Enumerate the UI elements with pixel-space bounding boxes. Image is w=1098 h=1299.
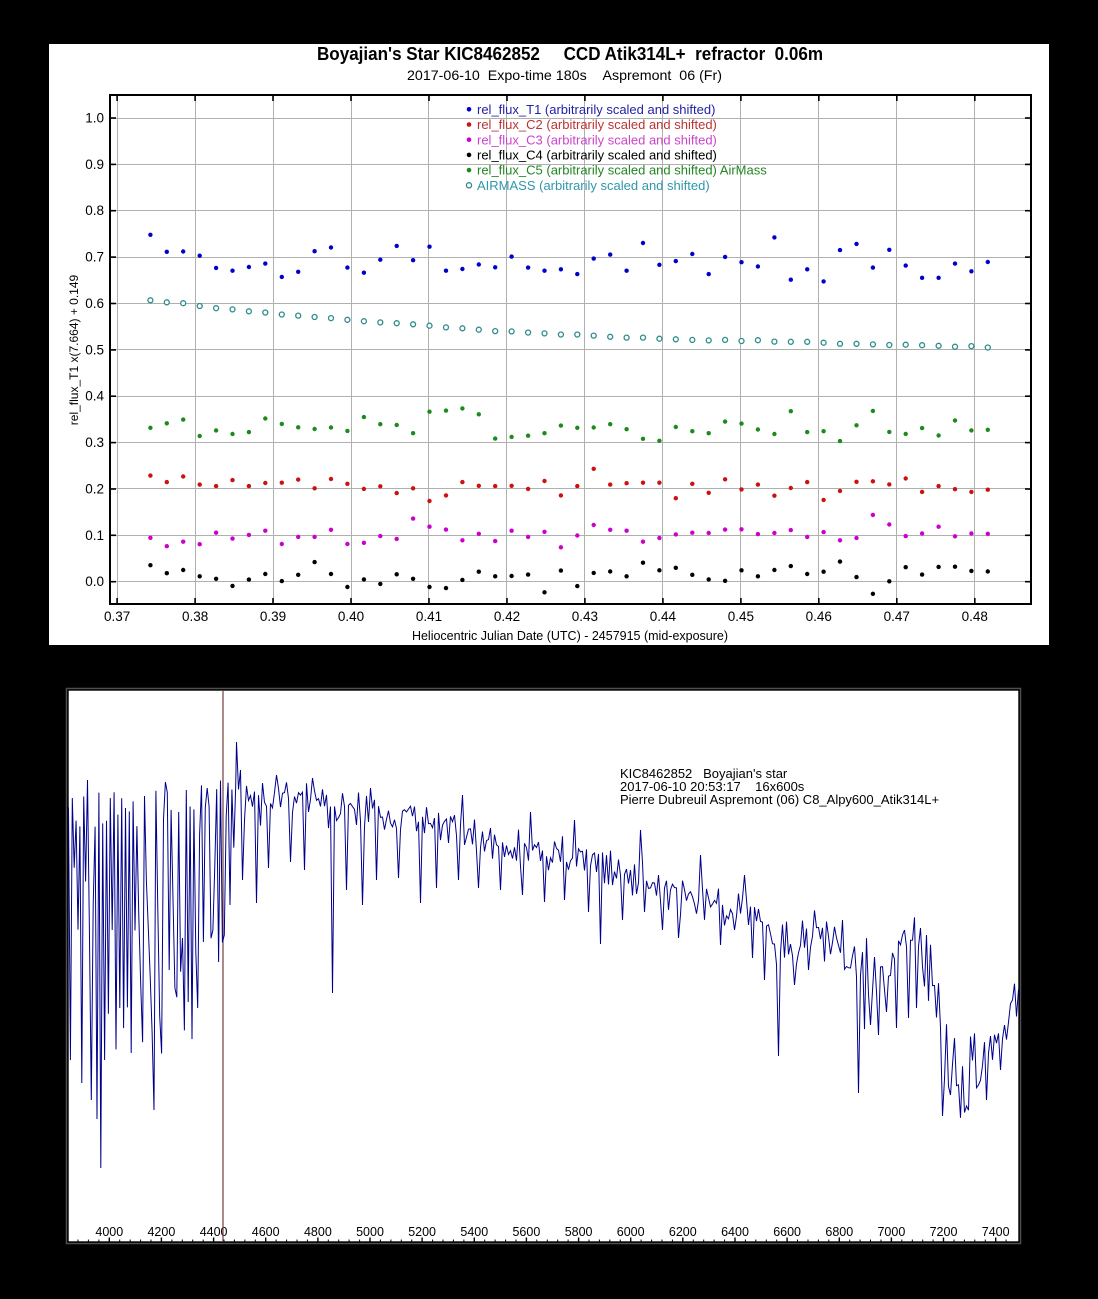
svg-text:0.47: 0.47 <box>884 609 910 624</box>
svg-text:0.2: 0.2 <box>85 482 104 497</box>
svg-text:1.0: 1.0 <box>85 111 104 126</box>
svg-text:7000: 7000 <box>877 1225 905 1239</box>
svg-text:rel_flux_C2 (arbitrarily scale: rel_flux_C2 (arbitrarily scaled and shif… <box>477 117 717 132</box>
svg-text:0.7: 0.7 <box>85 250 104 265</box>
svg-text:0.0: 0.0 <box>85 574 104 589</box>
svg-text:4000: 4000 <box>95 1225 123 1239</box>
svg-text:5800: 5800 <box>565 1225 593 1239</box>
svg-text:6600: 6600 <box>773 1225 801 1239</box>
svg-text:0.42: 0.42 <box>494 609 520 624</box>
svg-text:0.5: 0.5 <box>85 342 104 357</box>
svg-text:5000: 5000 <box>356 1225 384 1239</box>
svg-text:0.8: 0.8 <box>85 203 104 218</box>
svg-text:5200: 5200 <box>408 1225 436 1239</box>
svg-text:0.9: 0.9 <box>85 157 104 172</box>
svg-text:0.38: 0.38 <box>182 609 208 624</box>
svg-text:4200: 4200 <box>147 1225 175 1239</box>
svg-text:rel_flux_T1 (arbitrarily scale: rel_flux_T1 (arbitrarily scaled and shif… <box>477 102 715 117</box>
svg-text:7200: 7200 <box>930 1225 958 1239</box>
svg-text:KIC8462852 Boyajian's star: KIC8462852 Boyajian's star <box>620 766 788 781</box>
svg-text:Boyajian's Star KIC8462852: Boyajian's Star KIC8462852 CCD Atik314L+… <box>317 43 823 64</box>
svg-text:0.41: 0.41 <box>416 609 442 624</box>
svg-text:4800: 4800 <box>304 1225 332 1239</box>
svg-text:rel_flux_C5 (arbitrarily scale: rel_flux_C5 (arbitrarily scaled and shif… <box>477 163 767 178</box>
svg-text:6400: 6400 <box>721 1225 749 1239</box>
svg-text:7400: 7400 <box>982 1225 1010 1239</box>
svg-text:0.46: 0.46 <box>806 609 832 624</box>
svg-text:0.39: 0.39 <box>260 609 286 624</box>
svg-text:4600: 4600 <box>252 1225 280 1239</box>
svg-text:0.4: 0.4 <box>85 389 104 404</box>
svg-text:2017-06-10 Expo-time 180s: 2017-06-10 Expo-time 180s Aspremont 06 (… <box>407 67 722 83</box>
svg-text:Heliocentric Julian Date (UTC): Heliocentric Julian Date (UTC) - 2457915… <box>412 629 728 643</box>
svg-text:0.1: 0.1 <box>85 528 104 543</box>
svg-text:0.45: 0.45 <box>728 609 754 624</box>
svg-text:4400: 4400 <box>200 1225 228 1239</box>
svg-text:0.40: 0.40 <box>338 609 364 624</box>
svg-text:0.43: 0.43 <box>572 609 598 624</box>
svg-text:rel_flux_C3 (arbitrarily scale: rel_flux_C3 (arbitrarily scaled and shif… <box>477 132 717 147</box>
svg-text:rel_flux_T1 x(7.664) + 0.149: rel_flux_T1 x(7.664) + 0.149 <box>67 274 81 425</box>
svg-text:6200: 6200 <box>669 1225 697 1239</box>
svg-text:0.6: 0.6 <box>85 296 104 311</box>
svg-text:2017-06-10 20:53:17 16x600s: 2017-06-10 20:53:17 16x600s <box>620 779 805 794</box>
svg-text:0.37: 0.37 <box>104 609 130 624</box>
svg-text:rel_flux_C4 (arbitrarily scale: rel_flux_C4 (arbitrarily scaled and shif… <box>477 148 717 163</box>
svg-text:6800: 6800 <box>825 1225 853 1239</box>
svg-text:0.3: 0.3 <box>85 435 104 450</box>
svg-text:0.48: 0.48 <box>962 609 988 624</box>
svg-text:5400: 5400 <box>460 1225 488 1239</box>
svg-text:0.44: 0.44 <box>650 609 677 624</box>
svg-text:AIRMASS (arbitrarily scaled an: AIRMASS (arbitrarily scaled and shifted) <box>477 178 710 193</box>
svg-text:Pierre Dubreuil Aspremont (06): Pierre Dubreuil Aspremont (06) C8_Alpy60… <box>620 792 939 807</box>
svg-text:5600: 5600 <box>512 1225 540 1239</box>
svg-text:6000: 6000 <box>617 1225 645 1239</box>
